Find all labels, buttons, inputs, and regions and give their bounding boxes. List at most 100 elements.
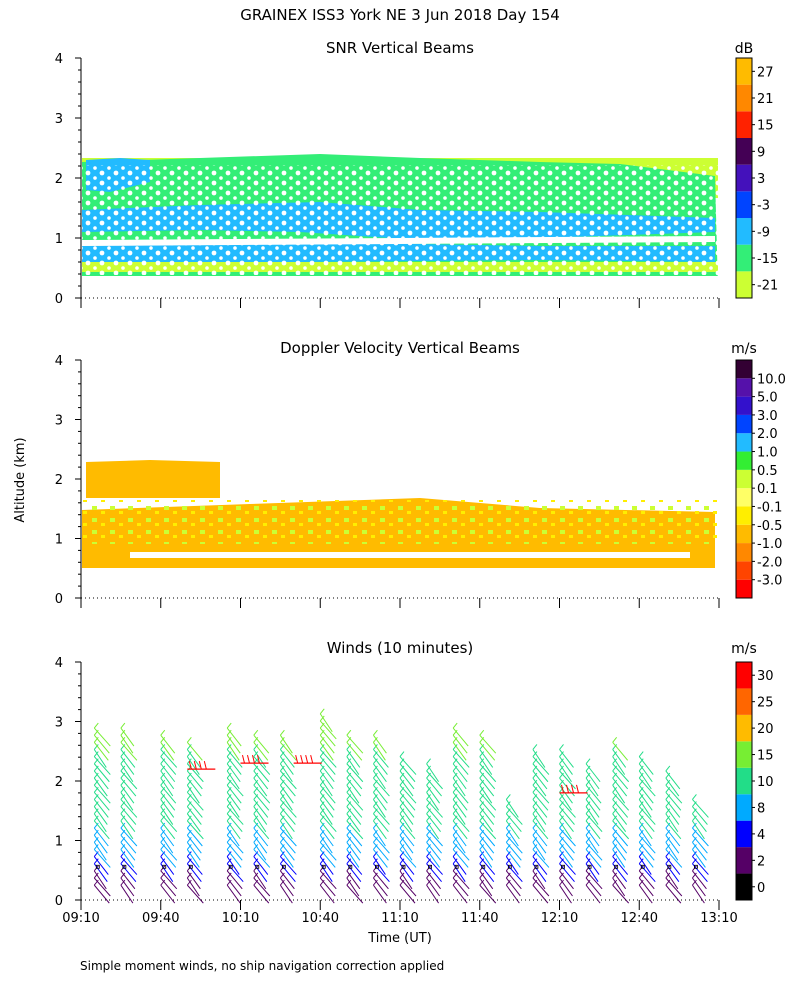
- wind-barb-flag: [426, 779, 431, 786]
- wind-barb-flag: [426, 758, 431, 765]
- wind-barb: [160, 763, 176, 783]
- wind-barb: [559, 827, 576, 847]
- wind-barb-flag: [346, 808, 352, 815]
- wind-barb-flag: [532, 815, 538, 822]
- wind-barb: [93, 813, 107, 833]
- wind-barb: [665, 856, 681, 875]
- wind-barb-flag: [559, 801, 564, 807]
- wind-barb-flag: [479, 751, 485, 757]
- wind-barb-flag: [160, 801, 166, 807]
- wind-colorbar-swatch: [736, 662, 752, 689]
- wind-barb-flag: [559, 836, 564, 843]
- wind-barb: [373, 870, 389, 890]
- wind-barb: [532, 842, 546, 861]
- wind-barb: [532, 877, 550, 897]
- wind-barb-flag: [665, 844, 671, 850]
- wind-barb-flag: [399, 844, 405, 850]
- wind-barb-flag: [279, 744, 285, 750]
- wind-barb-flag: [532, 836, 538, 843]
- wind-barb-flag: [479, 786, 485, 793]
- wind-barb-flag: [559, 786, 564, 793]
- wind-barb-flag: [120, 779, 126, 786]
- snr-colorbar-swatch: [736, 191, 752, 218]
- wind-barb-flag: [426, 836, 431, 843]
- wind-barb-flag: [160, 836, 166, 843]
- wind-barb: [612, 877, 626, 897]
- wind-barb: [120, 784, 135, 804]
- wind-barb: [93, 827, 109, 847]
- wind-barb-flag: [346, 779, 352, 786]
- wind-barb: [585, 834, 599, 854]
- wind-barb-flag: [452, 815, 458, 822]
- wind-barb-flag: [253, 836, 259, 843]
- wind-barb: [532, 870, 546, 890]
- snr-units: dB: [735, 41, 754, 57]
- wind-barb: [186, 784, 200, 804]
- wind-barb: [559, 856, 576, 875]
- wind-barb-flag: [120, 829, 126, 836]
- wind-barb-flag: [120, 744, 126, 750]
- wind-barb: [93, 884, 110, 904]
- wind-barb: [253, 884, 270, 904]
- wind-colorbar-label: 8: [757, 801, 765, 816]
- wind-barb: [585, 763, 601, 783]
- wind-colorbar-swatch: [736, 714, 752, 742]
- wind-barb-flag: [120, 765, 126, 772]
- wind-barb-flag: [373, 851, 378, 857]
- doppler-bottom-clear: [82, 572, 718, 594]
- wind-barb: [279, 841, 295, 861]
- wind-barb-flag: [253, 729, 259, 736]
- wind-barb-flag: [559, 794, 564, 800]
- wind-barb: [532, 813, 546, 833]
- wind-colorbar-label: 2: [757, 854, 765, 869]
- wind-barb: [585, 784, 602, 804]
- wind-barb: [399, 813, 413, 833]
- wind-barb-flag: [612, 815, 618, 822]
- wind-barb-flag: [638, 751, 644, 757]
- wind-barb-flag: [585, 786, 591, 793]
- wind-barb: [559, 792, 572, 811]
- wind-barb: [559, 834, 575, 854]
- snr-colorbar-swatch: [736, 138, 752, 165]
- wind-barb: [373, 756, 388, 775]
- wind-calm-marker: [188, 864, 193, 869]
- wind-calm-marker: [281, 864, 286, 869]
- wind-barb-flag: [373, 815, 378, 822]
- wind-barb: [226, 813, 243, 833]
- wind-barb: [532, 799, 548, 818]
- wind-barb: [279, 834, 296, 854]
- wind-barb: [226, 799, 240, 818]
- snr-speckle: [82, 165, 718, 275]
- wind-barb: [279, 806, 296, 825]
- dop-colorbar-swatch: [736, 506, 752, 525]
- wind-barb: [692, 849, 706, 868]
- wind-barb-flag: [479, 858, 485, 865]
- wind-barb: [612, 884, 630, 904]
- wind-barb-flag: [319, 779, 325, 786]
- wind-barb: [160, 827, 175, 847]
- wind-barb: [93, 806, 108, 825]
- wind-barb-flag: [319, 858, 325, 865]
- wind-colorbar-label: 25: [757, 696, 774, 711]
- wind-barb-flag: [226, 829, 232, 836]
- wind-barb-flag: [585, 801, 591, 807]
- wind-barb: [160, 877, 177, 897]
- wind-barb: [279, 849, 294, 868]
- wind-barb-flag: [226, 765, 232, 772]
- wind-barb: [93, 763, 110, 783]
- wind-barb-flag: [160, 844, 166, 850]
- wind-colorbar-label: 30: [757, 669, 774, 684]
- wind-barb: [346, 763, 364, 783]
- wind-barb-flag: [665, 879, 671, 886]
- wind-barb-strong-feather: [193, 760, 197, 770]
- wind-barb: [638, 849, 654, 868]
- dop-ytick-label: 2: [55, 473, 63, 488]
- wind-barb: [399, 791, 416, 811]
- dop-colorbar-swatch: [736, 579, 752, 598]
- dop-colorbar-label: -1.0: [757, 537, 782, 552]
- winds-units: m/s: [731, 641, 757, 657]
- wind-barb: [279, 756, 294, 775]
- wind-barb-flag: [226, 879, 232, 886]
- wind-barb: [638, 792, 653, 811]
- wind-barb: [479, 870, 494, 890]
